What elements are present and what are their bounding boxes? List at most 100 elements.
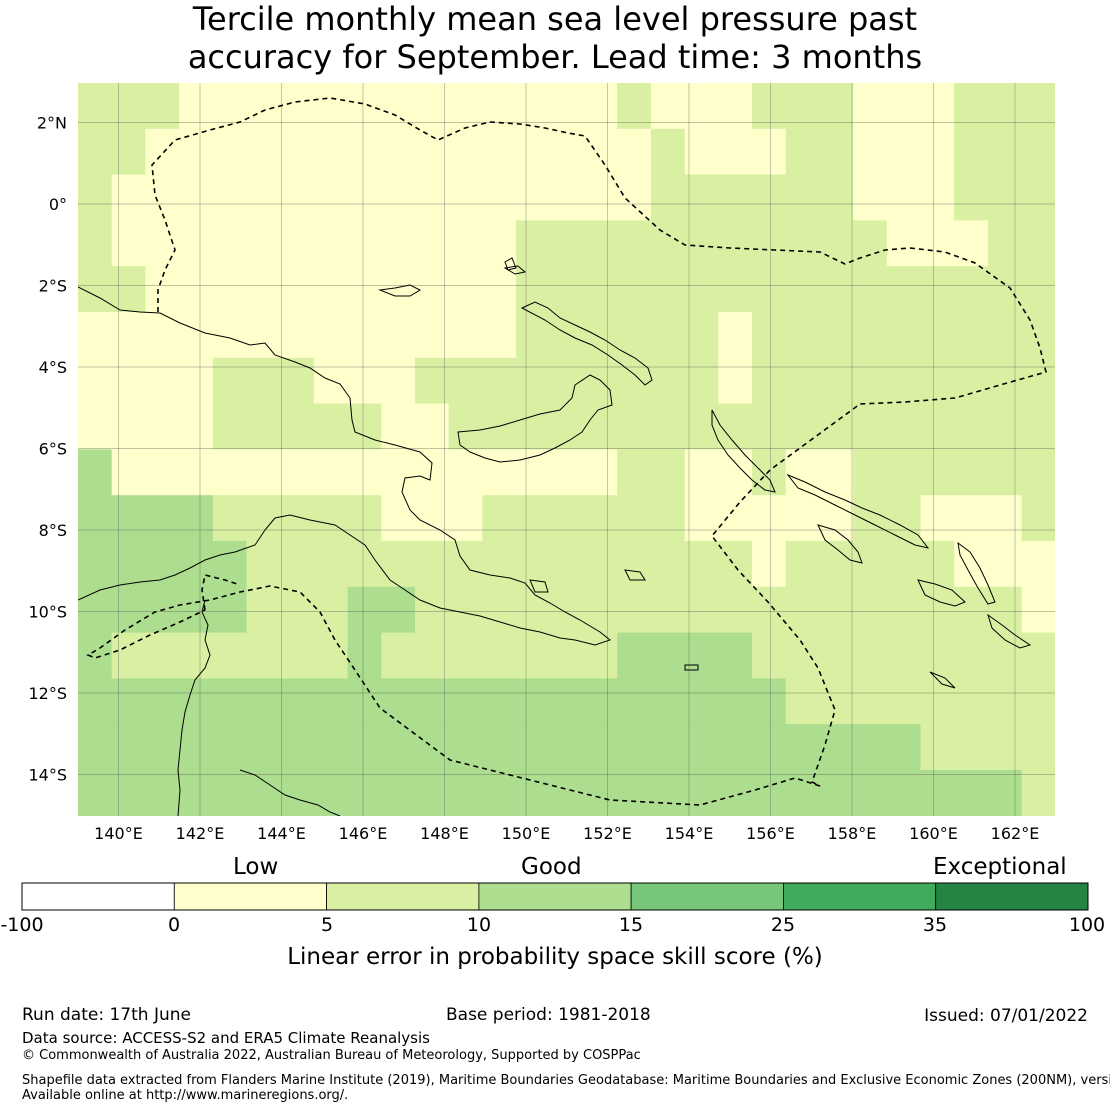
colorbar-tick: 100 [1068, 914, 1106, 936]
field-cell [111, 541, 146, 588]
field-cell [650, 403, 686, 450]
field-cell [516, 495, 551, 542]
field-cell [111, 495, 146, 542]
field-cell [482, 449, 517, 496]
field-cell [853, 495, 888, 542]
field-cell [111, 220, 146, 267]
field-cell [347, 357, 382, 405]
field-cell [313, 312, 349, 359]
field-cell [819, 495, 854, 542]
field-cell [482, 495, 517, 542]
field-cell [1021, 724, 1055, 771]
field-cell [650, 632, 686, 679]
field-cell [987, 678, 1023, 725]
longitude-label: 156°E [746, 824, 795, 843]
field-cell [145, 266, 180, 313]
field-cell [516, 678, 551, 725]
field-cell [785, 128, 820, 176]
field-cell [785, 312, 820, 359]
field-cell [78, 495, 113, 542]
field-cell [650, 495, 686, 542]
field-cell [920, 541, 955, 588]
field-cell [718, 541, 753, 588]
field-cell [684, 83, 719, 130]
field-cell [516, 724, 551, 771]
base-period: Base period: 1981-2018 [446, 1005, 651, 1025]
field-cell [246, 541, 281, 588]
field-cell [145, 357, 180, 405]
field-cell [415, 632, 450, 679]
latitude-label: 6°S [39, 440, 67, 459]
field-cell [145, 770, 180, 816]
map-title-line1: Tercile monthly mean sea level pressure … [192, 0, 918, 38]
field-cell [381, 678, 416, 725]
field-cell [718, 220, 753, 267]
field-cell [347, 724, 382, 771]
new-guinea-coast [78, 286, 612, 646]
field-cell [617, 770, 652, 816]
field-cell [650, 220, 686, 267]
field-cell [179, 403, 214, 450]
field-cell [145, 83, 180, 130]
field-cell [718, 83, 753, 130]
field-cell [583, 220, 618, 267]
latitude-labels: 2°N 0° 2°S 4°S 6°S 8°S 10°S 12°S 14°S [28, 114, 67, 785]
eez-boundary-south [86, 585, 821, 806]
field-cell [684, 770, 719, 816]
field-cell [954, 128, 989, 176]
field-cell [853, 586, 888, 634]
field-cell [179, 357, 214, 405]
field-cell [886, 312, 922, 359]
field-cell [853, 266, 888, 313]
field-cell [280, 632, 315, 679]
field-cell [145, 449, 180, 496]
field-cell [819, 678, 854, 725]
latitude-label: 12°S [28, 684, 67, 703]
field-cell [819, 128, 854, 176]
field-cell [347, 220, 382, 267]
field-cell [313, 128, 349, 176]
field-cell [313, 770, 349, 816]
field-cell [617, 403, 652, 450]
field-cell [886, 83, 922, 130]
field-cell [280, 724, 315, 771]
field-cell [617, 312, 652, 359]
field-cell [549, 449, 585, 496]
field-cell [819, 83, 854, 130]
field-cell [381, 770, 416, 816]
field-cell [684, 357, 719, 405]
field-cell [853, 770, 888, 816]
field-cell [583, 83, 618, 130]
field-cell [987, 220, 1023, 267]
field-cell [448, 586, 483, 634]
field-cell [415, 770, 450, 816]
field-cell [785, 220, 820, 267]
field-cell [920, 266, 955, 313]
shapefile-credit-line2: Available online at http://www.marinereg… [22, 1088, 349, 1103]
latitude-label: 0° [49, 195, 67, 214]
skill-field [78, 83, 1055, 816]
field-cell [179, 220, 214, 267]
field-cell [954, 678, 989, 725]
field-cell [1021, 220, 1055, 267]
field-cell [583, 449, 618, 496]
field-cell [853, 174, 888, 221]
field-cell [549, 770, 585, 816]
field-cell [684, 220, 719, 267]
map-title: Tercile monthly mean sea level pressure … [0, 0, 1110, 76]
field-cell [583, 541, 618, 588]
field-cell [415, 357, 450, 405]
field-cell [482, 678, 517, 725]
field-cell [650, 541, 686, 588]
field-cell [516, 632, 551, 679]
field-cell [1021, 541, 1055, 588]
field-cell [1021, 632, 1055, 679]
eez-boundaries [86, 97, 1047, 806]
field-cell [145, 128, 180, 176]
field-cell [583, 128, 618, 176]
copyright-notice: © Commonwealth of Australia 2022, Austra… [22, 1048, 641, 1063]
field-cell [179, 128, 214, 176]
field-cell [280, 357, 315, 405]
field-cell [212, 632, 248, 679]
field-cell [583, 632, 618, 679]
